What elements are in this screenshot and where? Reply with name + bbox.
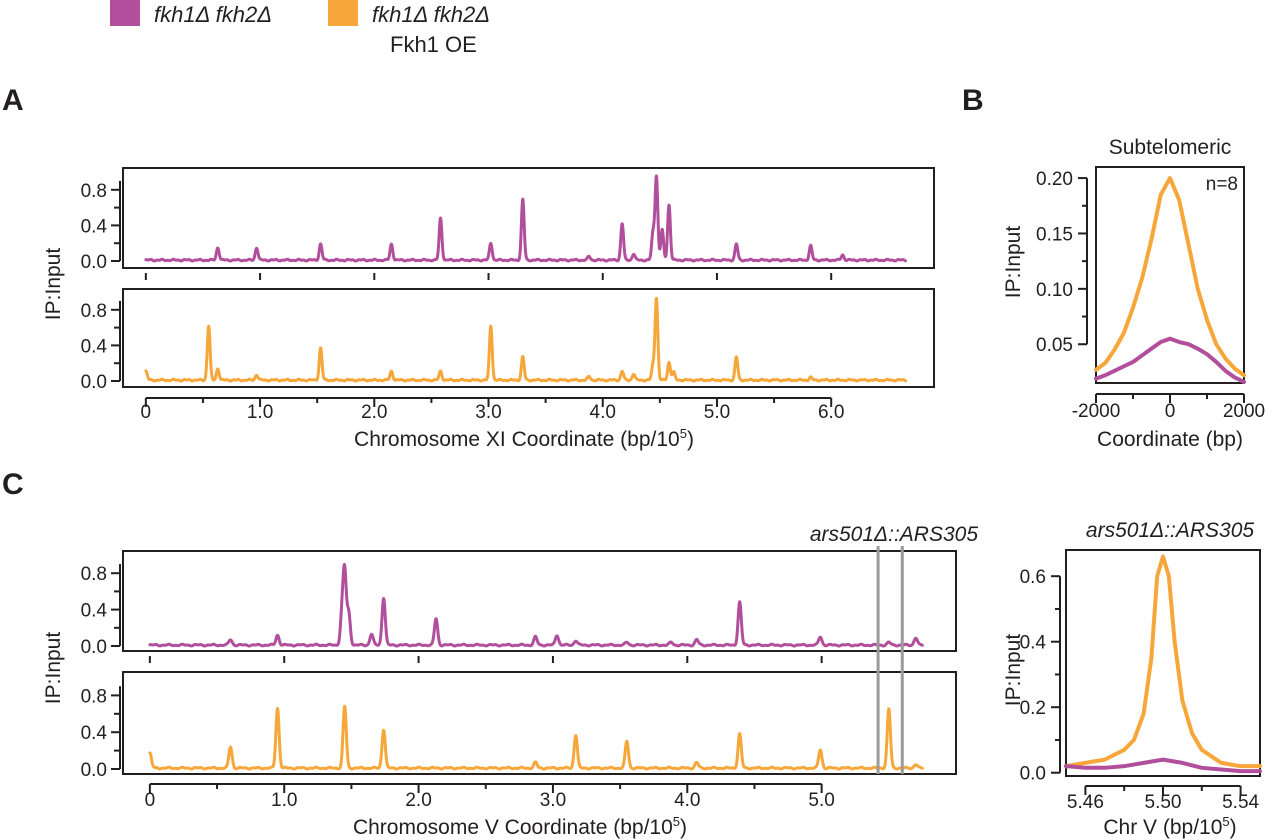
panel-b-xlabel: Coordinate (bp)	[1097, 428, 1243, 451]
panel-c-bottom-plot: 0.0 0.4 0.8	[81, 686, 924, 781]
panel-c: 0.0 0.4 0.8 0.0 0.4 0.8 0 1.0 2.0 3.0 4.0 5.0 ars…	[42, 523, 978, 839]
legend-swatch-orange	[328, 0, 358, 26]
x-tick-label: 1.0	[247, 402, 273, 423]
y-tick-label: 0.8	[81, 564, 107, 585]
panel-c-trace-fkh1-oe	[148, 704, 924, 771]
panel-b-trace-fkh1-oe	[1094, 176, 1246, 378]
x-tick-label: 2.0	[361, 402, 387, 423]
panel-label-a: A	[2, 84, 24, 117]
y-tick-label: 0.2	[1020, 698, 1046, 719]
legend-swatch-magenta	[110, 0, 140, 26]
y-tick-label: 0.4	[1020, 633, 1047, 654]
panel-c-top-frame	[122, 550, 957, 652]
x-tick-label: 0	[141, 402, 152, 423]
y-tick-label: 0.4	[81, 336, 108, 357]
panel-label-b: B	[962, 84, 984, 117]
panel-b-trace-fkh1-fkh2	[1094, 336, 1246, 384]
x-tick-label: 2.0	[405, 790, 431, 811]
panel-c-zoom-ylabel: IP:Input	[1002, 634, 1025, 707]
y-tick-label: 0.6	[1020, 567, 1046, 588]
panel-a-xlabel: Chromosome XI Coordinate (bp/105)	[354, 426, 694, 451]
legend-label-2-line1: fkh1Δ fkh2Δ	[372, 2, 490, 27]
panel-c-ylabel: IP:Input	[42, 632, 65, 705]
panel-b: Subtelomeric n=8 -2000 0 2000 0.05 0.10 0.15 0…	[1002, 136, 1265, 451]
x-tick-label: 2000	[1223, 401, 1265, 422]
panel-c-zoom-frame	[1065, 549, 1261, 777]
panel-c-annotation: ars501Δ::ARS305	[810, 523, 979, 546]
y-tick-label: 0.4	[81, 216, 108, 237]
y-tick-label: 0.0	[81, 637, 107, 658]
y-tick-label: 0.15	[1036, 224, 1073, 245]
y-tick-label: 0.0	[1020, 764, 1046, 785]
y-tick-label: 0.4	[81, 723, 108, 744]
panel-a-bottom-plot: 0.0 0.4 0.8	[81, 296, 907, 393]
panel-c-zoom: ars501Δ::ARS305 5.46 5.50 5.54 0.0 0.2 0.4 0.6…	[1002, 519, 1262, 839]
legend-label-1: fkh1Δ fkh2Δ	[154, 2, 272, 27]
panel-a-x-axis: 0 1.0 2.0 3.0 4.0 5.0 6.0	[141, 273, 844, 423]
panel-c-top-plot: 0.0 0.4 0.8	[81, 562, 924, 658]
y-tick-label: 0.20	[1036, 169, 1073, 190]
panel-a-bottom-frame	[122, 288, 935, 388]
panel-b-title: Subtelomeric	[1109, 136, 1232, 159]
panel-c-x-axis: 0 1.0 2.0 3.0 4.0 5.0	[145, 656, 835, 811]
y-tick-label: 0.8	[81, 686, 107, 707]
panel-c-trace-fkh1-fkh2	[148, 562, 924, 648]
x-tick-label: 1.0	[271, 790, 297, 811]
x-tick-label: 5.0	[808, 790, 834, 811]
panel-b-ylabel: IP:Input	[1002, 226, 1025, 299]
x-tick-label: 4.0	[590, 402, 616, 423]
panel-a-trace-fkh1-oe	[144, 296, 907, 383]
panel-c-zoom-xlabel: Chr V (bp/105)	[1103, 814, 1236, 839]
x-tick-label: 5.50	[1145, 792, 1182, 813]
panel-b-axes: -2000 0 2000 0.05 0.10 0.15 0.20	[1036, 169, 1265, 422]
panel-label-c: C	[2, 468, 24, 501]
y-tick-label: 0.0	[81, 760, 107, 781]
x-tick-label: 4.0	[674, 790, 700, 811]
x-tick-label: 0	[1165, 401, 1176, 422]
y-tick-label: 0.10	[1036, 280, 1073, 301]
panel-a-top-frame	[122, 167, 935, 269]
panel-b-frame	[1095, 166, 1245, 384]
panel-c-locus-markers	[876, 546, 904, 774]
x-tick-label: -2000	[1072, 401, 1121, 422]
panel-c-bottom-frame	[122, 671, 957, 775]
x-tick-label: 6.0	[818, 402, 844, 423]
legend-label-2-line2: Fkh1 OE	[390, 32, 477, 57]
y-tick-label: 0.0	[81, 372, 107, 393]
x-tick-label: 5.46	[1067, 792, 1104, 813]
legend: fkh1Δ fkh2Δ fkh1Δ fkh2Δ Fkh1 OE	[110, 0, 490, 57]
panel-a-trace-fkh1-fkh2	[144, 174, 907, 263]
panel-a: 0.00.40.8 0.00.40.8 0 1.0 2.0 3.0 4.0 5.0 6.0 …	[42, 167, 935, 451]
x-tick-label: 3.0	[540, 790, 566, 811]
x-tick-label: 0	[145, 790, 156, 811]
y-tick-label: 0.8	[81, 301, 107, 322]
panel-c-xlabel: Chromosome V Coordinate (bp/105)	[353, 814, 687, 839]
x-tick-label: 5.54	[1222, 792, 1259, 813]
panel-c-zoom-axes: 5.46 5.50 5.54 0.0 0.2 0.4 0.6	[1020, 567, 1260, 813]
panel-c-zoom-title: ars501Δ::ARS305	[1086, 519, 1255, 542]
y-tick-label: 0.05	[1036, 335, 1073, 356]
panel-c-zoom-plot	[1064, 554, 1262, 774]
y-tick-label: 0.0	[81, 252, 107, 273]
panel-c-zoom-trace-fkh1-oe	[1064, 554, 1262, 769]
panel-c-zoom-trace-fkh1-fkh2	[1064, 757, 1262, 774]
y-tick-label: 0.8	[81, 181, 107, 202]
panel-a-ylabel: IP:Input	[42, 248, 65, 321]
panel-a-top-plot: 0.0 0.4 0.8	[81, 174, 907, 273]
panel-b-plot	[1094, 176, 1246, 384]
x-tick-label: 3.0	[475, 402, 501, 423]
panel-b-annotation: n=8	[1206, 174, 1238, 195]
y-tick-label: 0.4	[81, 601, 108, 622]
x-tick-label: 5.0	[704, 402, 730, 423]
